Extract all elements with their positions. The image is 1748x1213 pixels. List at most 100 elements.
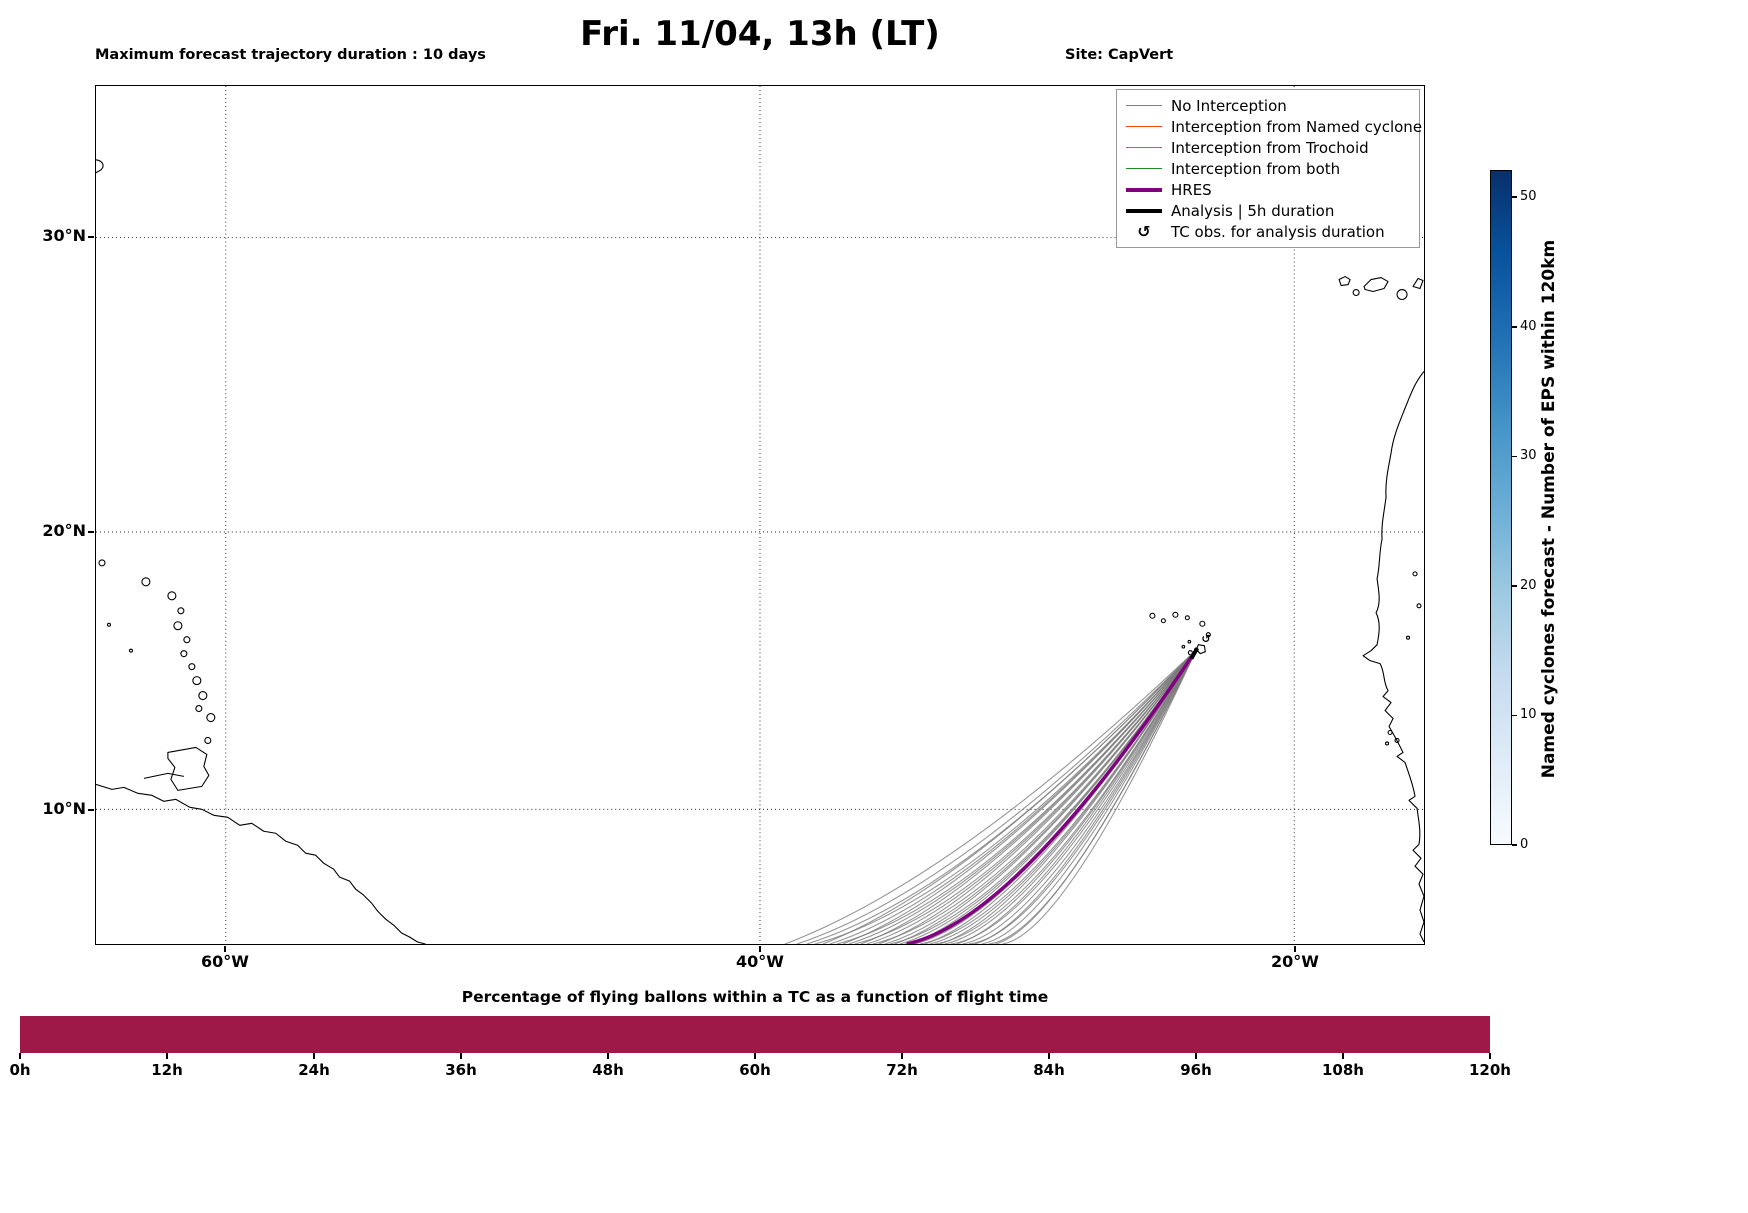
latitude-tick-mark — [88, 236, 94, 238]
legend-label: No Interception — [1171, 96, 1287, 115]
colorbar-tick-mark — [1512, 714, 1517, 717]
flight-time-tick-mark — [1048, 1053, 1050, 1059]
colorbar-tick-label: 40 — [1520, 318, 1537, 334]
legend-line — [1126, 187, 1162, 192]
flight-time-tick-label: 48h — [592, 1061, 624, 1079]
colorbar-tick-label: 20 — [1520, 577, 1537, 593]
hres-trajectory — [906, 648, 1198, 944]
flight-time-tick-mark — [607, 1053, 609, 1059]
tc-obs-icon: ↺ — [1137, 221, 1151, 241]
eps-trajectory — [919, 649, 1197, 944]
legend-item: Analysis | 5h duration — [1126, 200, 1410, 221]
legend-label: Interception from Trochoid — [1171, 138, 1369, 157]
eps-trajectory — [866, 649, 1197, 944]
eps-trajectory — [944, 649, 1197, 944]
coast-paria — [143, 772, 184, 779]
flight-time-bar — [20, 1016, 1490, 1053]
latitude-tick-label: 10°N — [42, 799, 86, 818]
colorbar-tick-label: 10 — [1520, 707, 1537, 723]
legend-item: Interception from Named cyclone — [1126, 116, 1422, 137]
legend-item: Interception from Trochoid — [1126, 137, 1410, 158]
legend-item: ↺ TC obs. for analysis duration — [1126, 221, 1410, 242]
legend-item: Interception from both — [1126, 158, 1410, 179]
longitude-tick-label: 60°W — [201, 952, 249, 971]
eps-trajectory — [822, 649, 1197, 944]
flight-time-tick-label: 120h — [1469, 1061, 1511, 1079]
eps-trajectory — [814, 649, 1197, 944]
legend-line — [1126, 105, 1162, 106]
colorbar-tick-label: 0 — [1520, 837, 1529, 852]
eps-trajectory — [995, 649, 1197, 944]
flight-time-tick-label: 12h — [151, 1061, 183, 1079]
legend-item: HRES — [1126, 179, 1410, 200]
coastlines — [96, 159, 1424, 944]
flight-time-tick-mark — [19, 1053, 21, 1059]
eps-trajectory — [854, 649, 1197, 944]
coast-fragment — [96, 159, 104, 174]
eps-trajectory — [981, 649, 1197, 944]
latitude-tick-mark — [88, 809, 94, 811]
legend-items: No Interception Interception from Named c… — [1126, 95, 1422, 242]
launch-markers: ↺ — [1189, 633, 1211, 660]
eps-trajectory — [842, 649, 1197, 944]
flight-time-tick-label: 72h — [886, 1061, 918, 1079]
colorbar-label: Named cyclones forecast - Number of EPS … — [1539, 239, 1559, 779]
eps-trajectory — [878, 649, 1197, 944]
colorbar-tick-mark — [1512, 196, 1517, 198]
map-canvas: ↺ — [96, 86, 1424, 944]
flight-time-tick-mark — [460, 1053, 462, 1059]
latitude-tick-label: 30°N — [42, 226, 86, 245]
flight-time-tick-label: 108h — [1322, 1061, 1364, 1079]
legend-line — [1126, 208, 1162, 213]
legend-line — [1126, 126, 1162, 127]
legend-line-sample — [1126, 168, 1162, 169]
longitude-tick-mark — [224, 946, 226, 952]
longitude-tick-label: 20°W — [1271, 952, 1319, 971]
flight-time-tick-mark — [166, 1053, 168, 1059]
flight-time-tick-mark — [901, 1053, 903, 1059]
coast-trinidad — [167, 746, 210, 791]
legend-line — [1126, 168, 1162, 169]
trajectory-map-panel: ↺ No Interception Interception from Named… — [95, 85, 1425, 945]
flight-time-tick-label: 60h — [739, 1061, 771, 1079]
legend-line-sample — [1126, 105, 1162, 106]
colorbar-tick-mark — [1512, 326, 1517, 328]
launch-point-marker — [1194, 647, 1199, 652]
param-line: Maximum forecast trajectory duration : 1… — [95, 47, 486, 63]
colorbar — [1490, 170, 1512, 845]
tc-obs-icon: ↺ — [1201, 633, 1210, 646]
eps-trajectory — [796, 649, 1197, 944]
colorbar-tick-mark — [1512, 455, 1517, 458]
longitude-tick-mark — [1294, 946, 1296, 952]
flight-time-tick-label: 0h — [9, 1061, 31, 1079]
legend-item: No Interception — [1126, 95, 1410, 116]
eps-trajectory — [939, 649, 1197, 944]
flight-time-tick-mark — [754, 1053, 756, 1059]
longitude-tick-mark — [759, 946, 761, 952]
eps-trajectory — [956, 649, 1197, 944]
site-line: Site: CapVert — [1065, 47, 1174, 63]
trajectories — [784, 648, 1198, 944]
latitude-tick-label: 20°N — [42, 521, 86, 540]
bottom-chart-title: Percentage of flying ballons within a TC… — [461, 988, 1049, 1006]
eps-trajectory — [860, 649, 1197, 944]
eps-trajectory — [894, 649, 1197, 944]
eps-trajectory — [848, 649, 1197, 944]
eps-trajectory — [784, 649, 1197, 944]
colorbar-tick-mark — [1512, 844, 1517, 846]
colorbar-tick-mark — [1512, 585, 1517, 587]
flight-time-tick-label: 96h — [1180, 1061, 1212, 1079]
legend-label: Interception from both — [1171, 159, 1341, 178]
legend-line-sample — [1126, 208, 1162, 213]
legend-label: HRES — [1171, 180, 1212, 199]
flight-time-tick-label: 84h — [1033, 1061, 1065, 1079]
coast-south-america — [96, 783, 426, 944]
legend-label: Analysis | 5h duration — [1171, 201, 1335, 220]
colorbar-tick-label: 50 — [1520, 189, 1537, 205]
coast-africa — [1362, 370, 1424, 943]
map-legend: No Interception Interception from Named c… — [1116, 89, 1422, 248]
legend-label: Interception from Named cyclone — [1171, 117, 1423, 136]
flight-time-tick-label: 36h — [445, 1061, 477, 1079]
coast-canaries — [1338, 276, 1351, 287]
